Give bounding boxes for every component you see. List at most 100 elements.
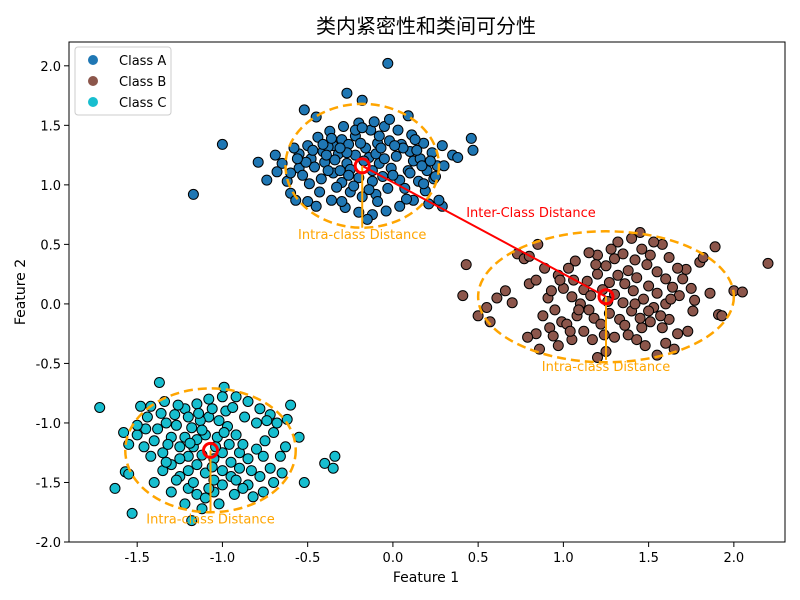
data-point	[612, 269, 624, 281]
data-point	[157, 447, 169, 459]
data-point	[433, 194, 445, 206]
data-point	[569, 255, 581, 267]
data-point	[549, 304, 561, 316]
data-point	[174, 453, 186, 465]
data-point	[274, 450, 286, 462]
data-point	[254, 471, 266, 482]
x-tick-label: -1.0	[210, 551, 235, 566]
data-point	[387, 169, 399, 181]
data-point	[203, 482, 215, 494]
data-point	[228, 488, 240, 500]
data-point	[170, 474, 182, 486]
data-point	[109, 482, 121, 494]
data-point	[382, 57, 394, 69]
data-point	[257, 486, 269, 498]
data-point	[331, 181, 343, 193]
data-point	[566, 291, 578, 303]
data-point	[254, 403, 266, 415]
data-point	[315, 173, 327, 185]
y-tick-label: 0.0	[40, 298, 61, 313]
y-tick-label: -0.5	[36, 357, 61, 372]
class-center-marker	[201, 441, 219, 459]
data-point	[590, 259, 602, 271]
legend: Class A Class B Class C	[74, 46, 172, 116]
data-point	[663, 252, 675, 263]
x-tick-label: 0.0	[383, 551, 404, 566]
data-point	[612, 236, 624, 248]
data-point	[689, 294, 701, 306]
data-point	[416, 160, 428, 172]
data-point	[436, 140, 448, 152]
data-point	[506, 297, 518, 309]
data-point	[636, 322, 648, 334]
data-point	[655, 310, 667, 322]
data-point	[704, 287, 716, 299]
data-point	[644, 316, 656, 328]
data-point	[651, 266, 663, 278]
data-point	[186, 515, 198, 527]
class-spread-ellipse	[476, 230, 736, 364]
data-point	[261, 415, 273, 427]
data-point	[227, 402, 239, 413]
data-point	[600, 260, 612, 272]
data-point	[225, 456, 237, 468]
data-point	[135, 400, 147, 412]
y-tick-label: -1.0	[36, 417, 61, 432]
data-point	[271, 417, 283, 429]
data-point	[186, 422, 198, 434]
data-point	[595, 318, 607, 330]
data-point	[736, 286, 748, 298]
x-axis-label: Feature 1	[393, 570, 459, 586]
data-point	[94, 402, 106, 413]
data-point	[424, 155, 436, 167]
data-point	[239, 411, 251, 423]
data-point	[218, 427, 230, 438]
data-point	[314, 186, 326, 198]
data-point	[160, 456, 172, 468]
data-point	[126, 507, 138, 519]
data-point	[193, 407, 205, 419]
y-tick-label: 1.0	[40, 179, 61, 194]
data-point	[460, 259, 472, 271]
data-point	[586, 334, 598, 346]
series-class-a	[187, 57, 479, 225]
data-point	[170, 419, 182, 431]
series-class-b	[457, 227, 774, 363]
data-point	[322, 165, 334, 177]
data-point	[390, 150, 402, 162]
data-point	[206, 461, 218, 473]
plot-frame	[68, 41, 786, 543]
data-point	[660, 337, 672, 349]
data-point	[216, 391, 228, 403]
y-tick-label: 1.5	[40, 119, 61, 134]
data-point	[484, 316, 496, 328]
data-point	[592, 268, 603, 280]
data-point	[230, 474, 242, 486]
data-point	[317, 138, 329, 150]
data-point	[687, 305, 699, 317]
data-point	[627, 285, 639, 297]
data-point	[409, 134, 421, 146]
data-point	[230, 429, 242, 441]
intra-class-label: Intra-class Distance	[146, 512, 274, 527]
data-point	[343, 169, 355, 181]
data-point	[138, 441, 150, 453]
data-point	[329, 154, 341, 166]
data-point	[237, 438, 249, 450]
legend-marker	[88, 76, 98, 86]
data-point	[585, 290, 597, 302]
data-point	[685, 282, 697, 294]
data-point	[401, 193, 412, 205]
data-point	[309, 161, 320, 173]
legend-label: Class C	[119, 96, 166, 111]
data-point	[141, 411, 153, 423]
data-point	[411, 144, 423, 156]
data-point	[363, 184, 375, 196]
intra-class-label: Intra-class Distance	[298, 228, 426, 243]
data-point	[677, 273, 689, 285]
data-point	[268, 427, 280, 438]
data-point	[223, 438, 235, 450]
x-tick-label: -0.5	[295, 551, 320, 566]
data-point	[307, 144, 319, 156]
data-point	[394, 200, 406, 212]
